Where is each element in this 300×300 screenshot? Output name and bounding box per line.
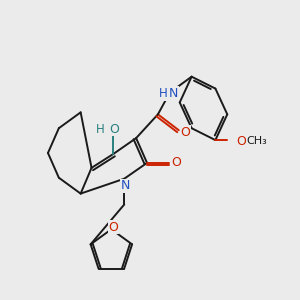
Text: O: O — [171, 156, 181, 170]
Text: CH₃: CH₃ — [247, 136, 267, 146]
Text: H: H — [96, 123, 105, 136]
Text: O: O — [181, 126, 190, 139]
Text: O: O — [110, 123, 119, 136]
Text: O: O — [108, 221, 118, 234]
Text: H: H — [158, 87, 167, 100]
Text: O: O — [236, 135, 246, 148]
Text: N: N — [121, 179, 130, 192]
Text: N: N — [169, 87, 178, 100]
